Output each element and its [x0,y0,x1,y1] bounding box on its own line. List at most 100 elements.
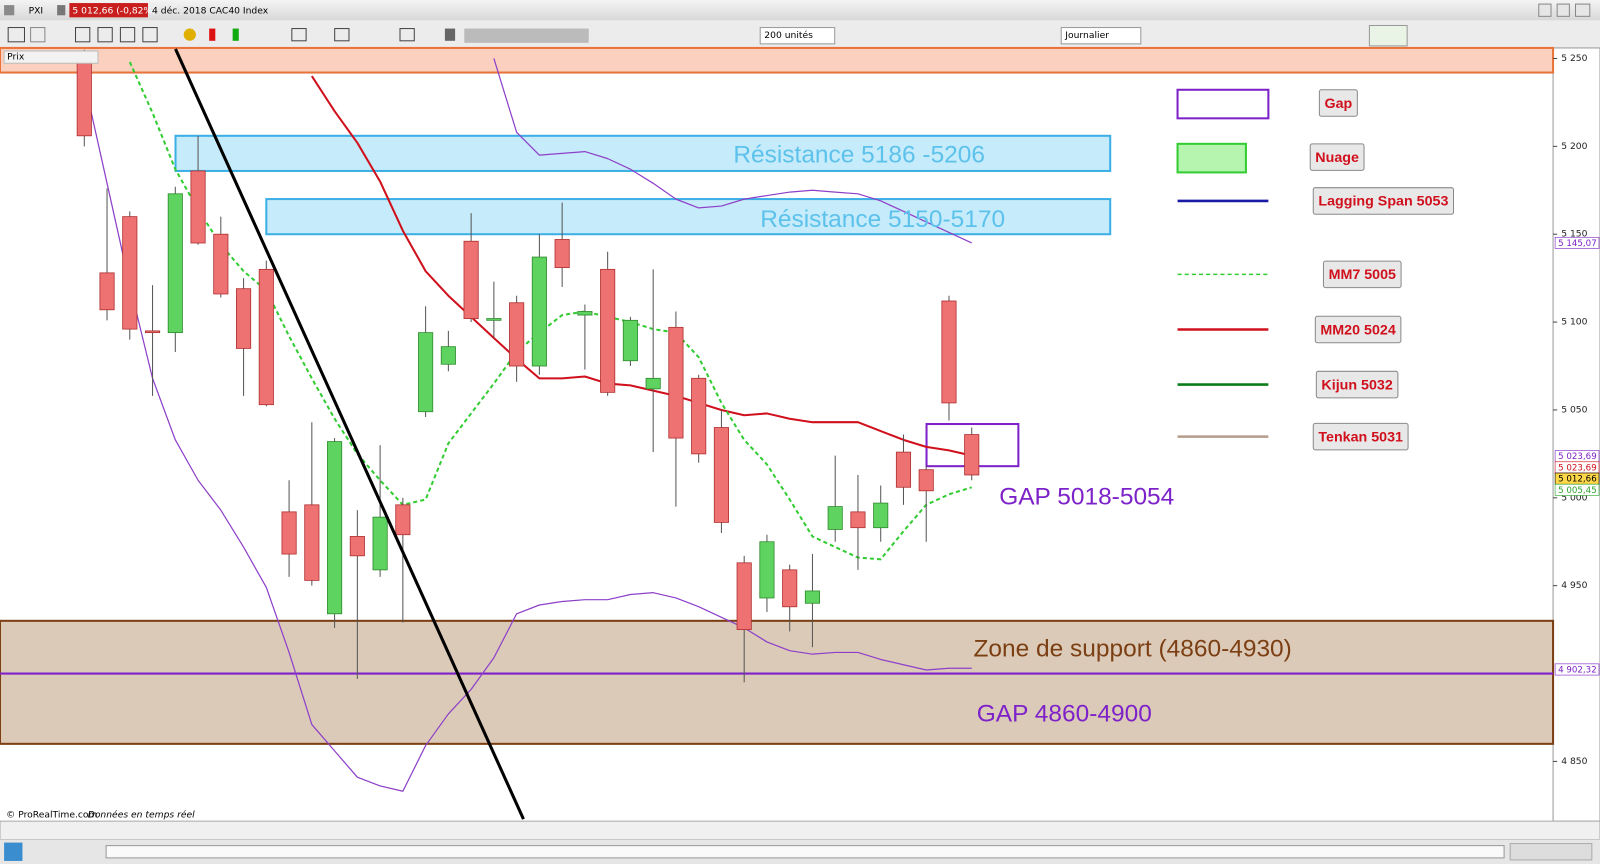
zone [174,134,1112,172]
zone-label: Zone de support (4860-4930) [973,635,1291,662]
indicator-line [310,75,972,457]
tool-button[interactable] [30,27,46,43]
zone [265,198,1112,236]
tool-button[interactable] [334,28,350,42]
period-dropdown[interactable] [1060,27,1142,45]
price-tag: 5 023,69 [1558,452,1597,462]
candle-body [122,216,138,330]
zone-label: GAP 5018-5054 [999,483,1174,510]
candle-body [372,516,388,571]
scroll-bar[interactable] [105,845,1505,859]
symbol: PXI [29,6,44,17]
candle-body [258,268,274,406]
units-label: 200 unités [764,30,813,41]
candle-body [941,300,957,404]
x-axis-strip [0,820,1600,841]
candle-body [600,268,616,393]
price-tag: 5 012,66 [1558,475,1597,485]
scroll-sync-button[interactable] [4,842,23,861]
zones [0,46,1555,745]
candle-body [213,233,229,295]
chart-style-button[interactable] [1368,24,1408,47]
candle-body [418,332,434,413]
candle-body [804,590,821,604]
tool-button[interactable] [444,28,456,41]
candle-body [873,502,889,529]
candle-body [918,469,934,492]
zone-labels: Résistance 5186 -5206 Résistance 5150-517… [733,142,1292,728]
zone-label: Résistance 5186 -5206 [733,142,985,169]
candle-body [827,506,843,530]
units-dropdown[interactable] [759,27,836,45]
tool-button[interactable] [142,27,158,43]
zoom-buttons[interactable] [1509,843,1593,861]
indicator-line [128,61,973,561]
legend-label: Lagging Span 5053 [1318,194,1448,210]
candle-body [759,541,775,599]
legend-label: Gap [1324,96,1352,112]
candle-body [440,346,456,365]
tool-button[interactable] [183,28,196,41]
y-tick-label: 5 000 [1561,492,1587,503]
candle-body [486,318,502,321]
panel-header [3,50,99,64]
info-icon[interactable] [57,5,66,16]
candle-body [304,504,320,581]
y-tick-label: 4 850 [1561,756,1587,767]
legend-label: MM7 5005 [1329,267,1396,283]
candle-body [349,536,365,557]
indicator-line [493,58,972,244]
candle-body [509,302,525,367]
candle-body [850,511,866,529]
candle-body [645,377,661,390]
candle-body [895,451,912,488]
price-tag: 4 902,32 [1558,665,1597,675]
candle-body [691,377,707,455]
app-icon [4,5,15,16]
y-tick-label: 5 050 [1561,404,1587,415]
legend-label-box [1309,143,1365,171]
price-tag-box [1554,236,1600,249]
legend-label-box [1322,260,1402,289]
color-palette[interactable] [464,28,589,43]
tool-button[interactable] [232,28,239,41]
tool-button[interactable] [399,28,415,42]
source-note: Données en temps réel [88,810,195,821]
tool-button[interactable] [75,27,91,43]
legend-label: Nuage [1315,150,1359,166]
candle-body [281,511,297,555]
y-tick-label: 4 950 [1561,580,1587,591]
candle-body [964,434,980,476]
candle-body [782,569,798,608]
tool-button[interactable] [119,27,136,43]
tool-button[interactable] [7,27,25,43]
panel-label: Prix [7,52,25,63]
candle-body [577,311,593,316]
quote-box [69,3,148,18]
maximize-button[interactable] [1556,3,1570,17]
candle-body [463,240,479,319]
tool-button[interactable] [209,28,216,41]
period-label: Journalier [1064,30,1109,41]
candle-body [76,58,92,137]
candle-body [236,288,252,349]
legend-label-box [1314,315,1402,344]
source: © ProRealTime.com [6,810,97,821]
legend-label-box [1315,370,1399,399]
legend-label-box [1318,89,1358,117]
candle-body [622,319,638,362]
candle-body [167,193,183,334]
trend-line [174,48,525,820]
price-tag-box [1554,483,1600,496]
close-button[interactable] [1575,3,1591,17]
candle-body [736,562,752,631]
price-tag: 5 023,69 [1558,463,1597,473]
candle-body [99,272,115,311]
legend-label: Kijun 5032 [1321,377,1392,393]
tool-button[interactable] [97,27,113,43]
header: 4 déc. 2018 CAC40 Index [152,6,269,17]
tool-button[interactable] [291,28,307,42]
legend-label: Tenkan 5031 [1318,429,1403,445]
minimize-button[interactable] [1538,3,1552,17]
